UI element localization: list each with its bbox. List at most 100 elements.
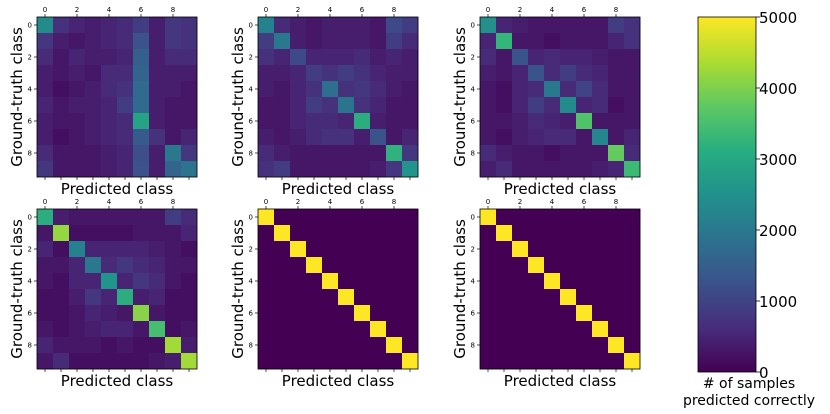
matrix-cell <box>496 145 513 162</box>
matrix-cell <box>560 49 577 66</box>
matrix-cell <box>592 81 609 98</box>
matrix-cell <box>322 49 339 66</box>
matrix-cell <box>496 273 513 290</box>
matrix-cell <box>512 321 529 338</box>
matrix-cell <box>496 321 513 338</box>
matrix-cell <box>306 257 323 274</box>
matrix-cell <box>53 113 70 130</box>
matrix-cell <box>165 81 182 98</box>
matrix-cell <box>624 353 641 370</box>
matrix-cell <box>165 321 182 338</box>
matrix-cell <box>592 257 609 274</box>
y-tick-label: 8 <box>471 150 475 158</box>
matrix-cell <box>258 321 275 338</box>
matrix-cell <box>117 321 134 338</box>
x-tick-label: 8 <box>392 6 396 14</box>
matrix-cell <box>258 305 275 322</box>
matrix-cell <box>37 49 54 66</box>
matrix-cell <box>101 113 118 130</box>
matrix-cell <box>528 305 545 322</box>
y-tick-label: 2 <box>249 246 253 254</box>
confusion-matrix-panel-5: 0 2 4 6 8 0 2 4 6 8 Predicted class Ground-truth cl… <box>229 198 419 390</box>
matrix-cell <box>480 129 497 146</box>
matrix-cell <box>117 129 134 146</box>
matrix-cell <box>181 337 198 354</box>
y-tick-label: 6 <box>471 310 476 318</box>
matrix-cell <box>496 65 513 82</box>
matrix-cell <box>354 49 371 66</box>
matrix-cell <box>338 113 355 130</box>
matrix-cell <box>133 209 150 226</box>
matrix-cell <box>576 129 593 146</box>
matrix-cell <box>512 49 529 66</box>
matrix-cell <box>544 209 561 226</box>
y-tick-label: 8 <box>28 150 32 158</box>
matrix-cell <box>53 17 70 34</box>
matrix-cell <box>512 289 529 306</box>
matrix-cell <box>370 353 387 370</box>
matrix-cell <box>133 225 150 242</box>
matrix-cell <box>480 33 497 50</box>
matrix-cell <box>512 65 529 82</box>
matrix-cell <box>354 337 371 354</box>
matrix-cell <box>576 17 593 34</box>
matrix-cell <box>85 257 102 274</box>
matrix-cell <box>101 209 118 226</box>
matrix-cell <box>37 113 54 130</box>
matrix-cell <box>133 273 150 290</box>
matrix-cell <box>101 145 118 162</box>
x-tick-label: 0 <box>264 198 268 206</box>
matrix-cell <box>165 145 182 162</box>
matrix-cell <box>576 257 593 274</box>
y-tick-label: 2 <box>471 54 475 62</box>
matrix-cell <box>290 257 307 274</box>
matrix-cell <box>576 113 593 130</box>
matrix-cell <box>306 209 323 226</box>
matrix-cell <box>544 65 561 82</box>
matrix-cell <box>386 273 403 290</box>
matrix-cell <box>306 129 323 146</box>
matrix-cell <box>274 17 291 34</box>
matrix-cell <box>85 113 102 130</box>
x-tick-label: 6 <box>139 6 144 14</box>
matrix-cell <box>512 273 529 290</box>
matrix-cell <box>402 353 419 370</box>
y-tick-label: 8 <box>471 342 475 350</box>
matrix-cell <box>370 145 387 162</box>
matrix-cell <box>512 161 529 178</box>
matrix-cell <box>608 81 625 98</box>
matrix-cell <box>117 49 134 66</box>
matrix-cell <box>402 209 419 226</box>
matrix-cell <box>528 321 545 338</box>
matrix-cell <box>258 209 275 226</box>
matrix-cell <box>386 257 403 274</box>
matrix-cell <box>338 33 355 50</box>
matrix-cell <box>576 241 593 258</box>
matrix-cell <box>274 65 291 82</box>
matrix-cell <box>386 209 403 226</box>
matrix-cell <box>560 97 577 114</box>
matrix-cell <box>512 145 529 162</box>
matrix-cell <box>133 81 150 98</box>
matrix-cell <box>624 161 641 178</box>
colorbar-tick-label: 0 <box>759 364 769 382</box>
matrix-cell <box>576 321 593 338</box>
matrix-cell <box>69 289 86 306</box>
x-tick-label: 0 <box>486 6 490 14</box>
matrix-cell <box>338 49 355 66</box>
matrix-cell <box>386 33 403 50</box>
matrix-cell <box>512 209 529 226</box>
y-tick-label: 2 <box>471 246 475 254</box>
matrix-cell <box>592 209 609 226</box>
matrix-cell <box>181 129 198 146</box>
matrix-cell <box>370 17 387 34</box>
matrix-cell <box>69 257 86 274</box>
matrix-cell <box>592 97 609 114</box>
matrix-cell <box>370 337 387 354</box>
y-tick-label: 6 <box>28 118 33 126</box>
matrix-cell <box>338 225 355 242</box>
matrix-cell <box>354 209 371 226</box>
matrix-cell <box>370 81 387 98</box>
matrix-cell <box>624 33 641 50</box>
